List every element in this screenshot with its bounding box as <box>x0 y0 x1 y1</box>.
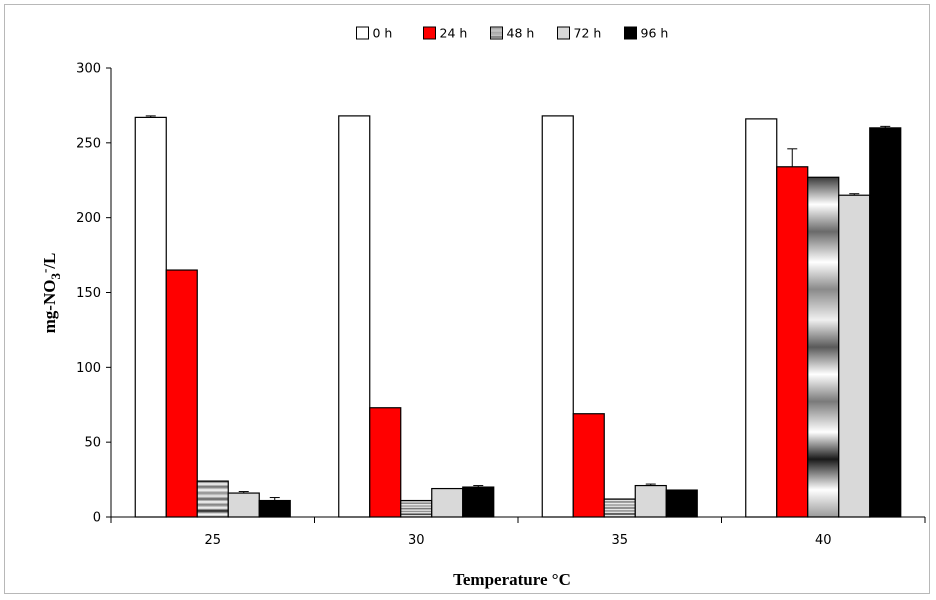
bar-72h-25 <box>227 492 260 518</box>
bar-48h-35 <box>603 498 636 518</box>
legend-swatch-96h <box>624 26 637 40</box>
x-tick-label: 30 <box>408 533 425 548</box>
bar-72h-30 <box>431 487 464 518</box>
x-tick-label: 25 <box>204 533 221 548</box>
legend-label-48h: 48 h <box>507 26 535 41</box>
x-tick-label: 35 <box>611 533 628 548</box>
x-tick-group: 25 30 35 40 <box>110 517 926 548</box>
bar-48h-40 <box>807 176 840 518</box>
y-tick-label: 0 <box>93 511 101 526</box>
y-tick-label: 100 <box>76 361 101 376</box>
legend-swatch-24h <box>423 26 436 40</box>
bar-0h-30 <box>338 115 371 518</box>
bar-24h-35 <box>572 413 605 518</box>
y-tick-group: 0 50 100 150 200 250 300 <box>76 62 111 526</box>
bar-96h-35 <box>665 489 698 518</box>
legend-swatch-48h <box>490 26 503 40</box>
x-tick-label: 40 <box>815 533 832 548</box>
bar-72h-40 <box>838 194 871 518</box>
error-bars-group <box>145 115 891 501</box>
y-tick-label: 150 <box>76 286 101 301</box>
bar-24h-40 <box>776 166 809 518</box>
bar-0h-35 <box>541 115 574 518</box>
legend-label-0h: 0 h <box>373 26 393 41</box>
bar-96h-30 <box>462 486 495 518</box>
legend-swatch-72h <box>557 26 570 40</box>
bar-72h-35 <box>634 484 667 518</box>
bar-24h-30 <box>369 407 402 518</box>
y-tick-label: 300 <box>76 62 101 77</box>
y-tick-label: 200 <box>76 211 101 226</box>
bars-group <box>134 115 902 518</box>
x-axis-title: Temperature °C <box>453 570 571 589</box>
bar-48h-30 <box>400 499 433 518</box>
bar-48h-25 <box>196 480 229 518</box>
bar-96h-40 <box>869 127 902 518</box>
legend-label-24h: 24 h <box>440 26 468 41</box>
legend: 0 h 24 h 48 h 72 h 96 h <box>356 26 669 41</box>
bar-0h-40 <box>745 118 778 518</box>
y-tick-label: 250 <box>76 136 101 151</box>
bar-0h-25 <box>134 116 167 518</box>
bar-24h-25 <box>165 269 198 518</box>
legend-swatch-0h <box>356 26 369 40</box>
legend-label-72h: 72 h <box>574 26 602 41</box>
legend-label-96h: 96 h <box>641 26 669 41</box>
y-axis-title: mg-NO3-/L <box>37 253 63 334</box>
y-tick-label: 50 <box>84 436 101 451</box>
bar-96h-25 <box>258 499 291 518</box>
